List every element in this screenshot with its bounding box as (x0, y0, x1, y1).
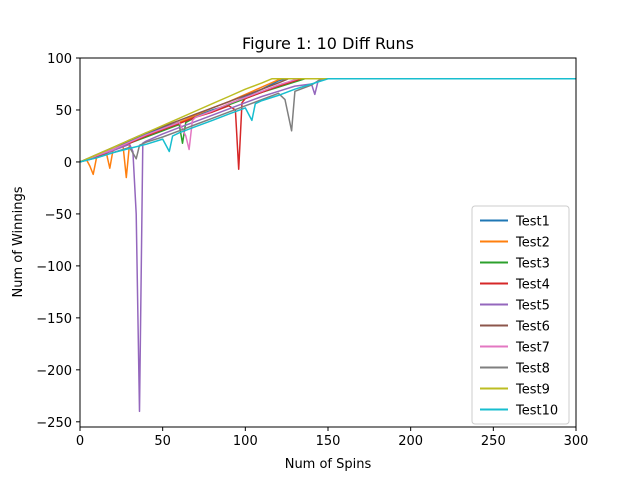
x-axis-label: Num of Spins (285, 457, 372, 472)
series-line-test10 (80, 78, 576, 163)
y-tick-label: −200 (36, 364, 72, 379)
legend-label-test4: Test4 (515, 278, 550, 293)
legend-label-test7: Test7 (515, 341, 550, 356)
legend-label-test5: Test5 (515, 299, 550, 314)
legend-label-test9: Test9 (515, 383, 550, 398)
x-tick-label: 100 (233, 434, 258, 449)
plot-area: 0 50 100 150 200 250 300 100 50 0 −50 −100 −150 −200 −… (36, 52, 588, 449)
series-line-test7 (80, 78, 576, 163)
y-tick-label: 100 (47, 52, 72, 67)
legend-label-test6: Test6 (515, 320, 550, 335)
y-tick-label: −50 (45, 208, 72, 223)
x-tick-label: 250 (481, 434, 506, 449)
y-tick-label: 50 (55, 104, 72, 119)
y-tick-label: −150 (36, 312, 72, 327)
y-tick-label: −100 (36, 260, 72, 275)
x-tick-label: 200 (398, 434, 423, 449)
legend-label-test3: Test3 (515, 257, 550, 272)
legend-label-test10: Test10 (515, 404, 558, 419)
x-tick-label: 50 (154, 434, 171, 449)
series-line-test4 (80, 78, 576, 170)
series-group (80, 78, 576, 413)
series-line-test8 (80, 78, 576, 163)
x-tick-label: 300 (564, 434, 589, 449)
x-tick-label: 0 (76, 434, 84, 449)
legend-label-test8: Test8 (515, 362, 550, 377)
legend-label-test2: Test2 (515, 236, 550, 251)
y-axis-label: Num of Winnings (11, 186, 26, 297)
y-tick-label: −250 (36, 416, 72, 431)
series-line-test9 (80, 78, 576, 163)
legend-box (471, 205, 570, 425)
x-tick-label: 150 (316, 434, 341, 449)
chart-title: Figure 1: 10 Diff Runs (242, 34, 414, 53)
series-line-test5 (80, 78, 576, 413)
legend-label-test1: Test1 (515, 215, 550, 230)
legend: Test1 Test2 Test3 Test4 Test5 Test6 Test7 Test8… (471, 205, 570, 425)
y-tick-label: 0 (64, 156, 72, 171)
